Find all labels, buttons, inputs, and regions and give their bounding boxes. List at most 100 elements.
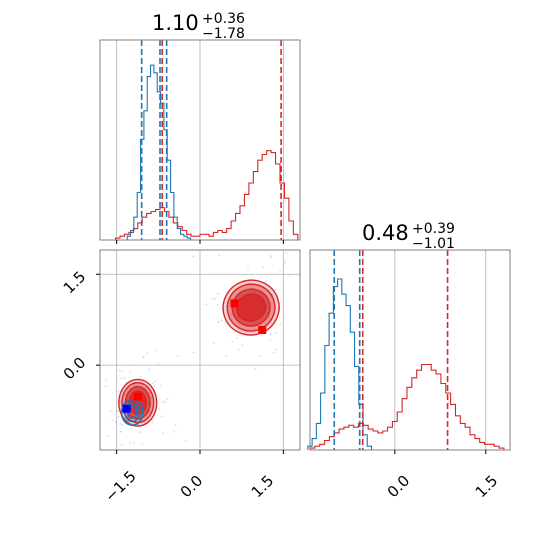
sample-point xyxy=(160,415,163,418)
sample-point xyxy=(218,254,220,257)
sample-point xyxy=(162,432,165,435)
sample-point xyxy=(254,367,257,370)
sample-point xyxy=(273,351,275,354)
sample-point xyxy=(184,439,187,442)
sample-point xyxy=(145,386,147,389)
sample-point xyxy=(288,274,291,277)
sample-point xyxy=(210,297,213,300)
sample-point xyxy=(121,424,123,426)
red-marker xyxy=(230,299,239,308)
sample-point xyxy=(148,368,151,371)
sample-point xyxy=(247,265,249,268)
sample-point xyxy=(151,421,154,424)
sample-point xyxy=(153,385,156,388)
sample-point xyxy=(114,420,117,423)
param-2-title: 0.48 xyxy=(362,221,409,245)
sample-point xyxy=(150,396,153,399)
sample-point xyxy=(141,443,143,446)
sample-point xyxy=(111,419,114,422)
sample-point xyxy=(218,321,220,323)
sample-point xyxy=(104,385,107,388)
param-2-x-tick-label: 1.5 xyxy=(472,472,502,502)
param-2-x-tick-labels: 0.0 1.5 xyxy=(384,472,502,502)
param-1-title: 1.10 xyxy=(152,11,199,35)
sample-point xyxy=(274,332,277,334)
sample-point xyxy=(117,415,120,418)
sample-point xyxy=(274,289,277,292)
sample-point xyxy=(106,434,109,437)
sample-point xyxy=(119,430,121,433)
sample-point xyxy=(117,390,120,393)
red-histogram xyxy=(309,363,509,451)
joint-contour-panel xyxy=(90,220,328,454)
sample-point xyxy=(245,331,248,334)
sample-point xyxy=(301,336,303,338)
sample-point xyxy=(205,303,208,306)
sample-point xyxy=(118,369,121,372)
sample-point xyxy=(213,341,215,344)
param-2-x-tick-label: 0.0 xyxy=(384,472,414,502)
sample-point xyxy=(173,430,176,433)
param-1-title-upper: +0.36 xyxy=(202,11,245,27)
param-2-title-upper: +0.39 xyxy=(412,221,455,237)
sample-point xyxy=(129,441,131,444)
param-1-histogram-panel xyxy=(99,39,301,244)
blue-histogram xyxy=(126,64,192,240)
sample-point xyxy=(151,382,154,385)
sample-point xyxy=(265,280,267,283)
sample-point xyxy=(133,364,136,367)
joint-x-tick-label: 0.0 xyxy=(177,472,207,502)
sample-point xyxy=(95,372,97,374)
sample-point xyxy=(90,392,92,394)
sample-point xyxy=(164,400,167,403)
sample-point xyxy=(157,363,160,366)
sample-point xyxy=(269,339,271,342)
joint-y-tick-labels: 0.0 1.5 xyxy=(60,268,90,384)
sample-point xyxy=(116,409,119,412)
red-contour xyxy=(235,293,267,322)
sample-point xyxy=(305,320,307,322)
sample-point xyxy=(158,408,161,411)
sample-point xyxy=(269,255,272,257)
joint-y-tick-label: 1.5 xyxy=(60,268,90,298)
sample-point xyxy=(221,319,223,322)
sample-point xyxy=(123,377,126,380)
sample-point xyxy=(166,398,169,401)
sample-point xyxy=(109,410,112,412)
sample-point xyxy=(304,241,306,243)
sample-point xyxy=(279,322,282,325)
sample-point xyxy=(120,443,123,446)
sample-point xyxy=(326,267,328,269)
sample-point xyxy=(119,423,122,425)
sample-point xyxy=(105,379,107,382)
sample-point xyxy=(284,261,287,264)
sample-point xyxy=(269,333,272,336)
red-contour-group xyxy=(222,279,280,336)
sample-point xyxy=(176,354,179,357)
sample-point xyxy=(320,303,322,305)
red-marker xyxy=(133,392,142,401)
sample-point xyxy=(133,384,136,387)
sample-point xyxy=(120,377,123,380)
sample-point xyxy=(192,351,195,354)
sample-point xyxy=(192,255,195,258)
joint-plot-area xyxy=(90,220,328,450)
sample-point xyxy=(214,297,216,300)
sample-point xyxy=(231,341,234,343)
sample-point xyxy=(174,423,177,426)
sample-point xyxy=(225,354,228,357)
sample-point xyxy=(121,370,124,373)
sample-point xyxy=(154,349,157,352)
red-histogram xyxy=(111,150,299,241)
joint-y-tick-label: 0.0 xyxy=(60,354,90,384)
param-2-title-value: 0.48 xyxy=(362,221,409,245)
blue-contour xyxy=(120,398,144,426)
sample-point xyxy=(187,220,189,222)
sample-point xyxy=(123,393,126,396)
sample-point xyxy=(129,370,131,373)
sample-point xyxy=(279,270,281,273)
param-2-title-lower: −1.01 xyxy=(412,236,455,252)
param-1-title-lower: −1.78 xyxy=(202,26,245,42)
sample-point xyxy=(217,303,220,306)
sample-point xyxy=(267,317,270,319)
